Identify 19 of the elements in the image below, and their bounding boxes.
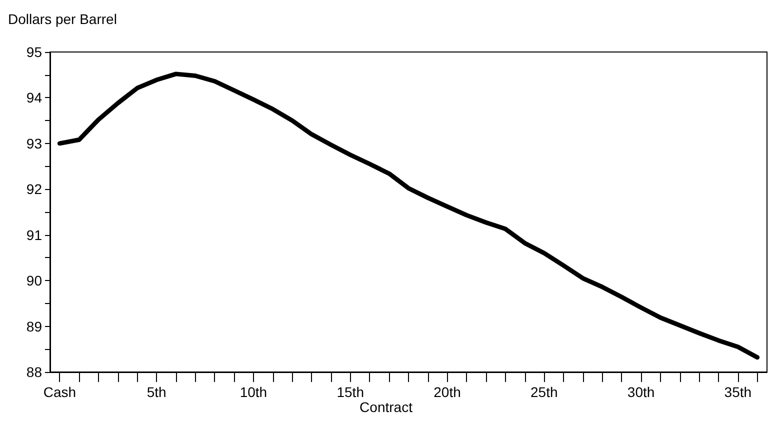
x-tick-label: 30th — [627, 384, 655, 400]
y-axis-title: Dollars per Barrel — [8, 11, 117, 27]
y-tick-label: 93 — [26, 135, 42, 152]
y-tick-label: 92 — [26, 181, 42, 198]
y-tick-label: 88 — [26, 364, 42, 380]
y-tick-label: 95 — [26, 44, 42, 60]
line-series — [57, 72, 760, 360]
x-tick-label: 20th — [434, 384, 461, 400]
x-tick-label: 10th — [240, 384, 268, 400]
x-tick-label: 25th — [530, 384, 558, 400]
x-tick-label: Cash — [43, 384, 76, 400]
y-tick-label: 89 — [26, 318, 42, 334]
y-tick-label: 90 — [26, 272, 42, 289]
x-tick-label: 5th — [146, 384, 166, 400]
y-tick-label: 91 — [26, 226, 42, 243]
x-tick-label: 35th — [724, 384, 752, 400]
x-axis-title: Contract — [360, 399, 413, 415]
y-tick-label: 94 — [26, 90, 42, 106]
x-tick-label: 15th — [336, 384, 364, 400]
